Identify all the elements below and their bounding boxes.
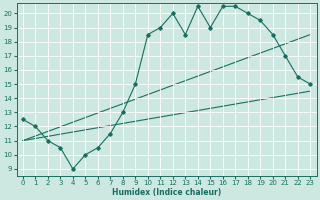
X-axis label: Humidex (Indice chaleur): Humidex (Indice chaleur) [112,188,221,197]
